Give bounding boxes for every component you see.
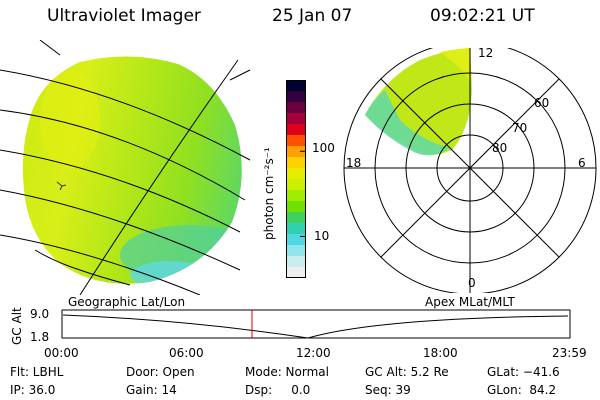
status-dsp: Dsp: 0.0 [245,383,311,397]
colorbar-segment [286,102,306,114]
time-tick-1800: 18:00 [423,346,458,360]
status-seq: Seq: 39 [365,383,411,397]
time-tick-0000: 00:00 [44,346,79,360]
colorbar-segment [286,113,306,125]
colorbar-segment [286,256,306,268]
observation-date: 25 Jan 07 [272,6,353,26]
colorbar-segment [286,157,306,169]
time-tick-1200: 12:00 [296,346,331,360]
polar-lat-label-80: 80 [492,141,508,155]
time-tick-0600: 06:00 [169,346,204,360]
apex-caption: Apex MLat/MLT [425,295,515,309]
status-ip: IP: 36.0 [10,383,56,397]
colorbar-segment [286,80,306,92]
colorbar-segment [286,267,306,278]
colorbar-segment [286,245,306,257]
status-mode: Mode: Normal [245,365,329,379]
polar-mlt-plot [343,48,597,293]
status-flt: Flt: LBHL [10,365,64,379]
polar-mlt-label-6: 6 [578,156,586,170]
colorbar-segment [286,223,306,235]
observation-time: 09:02:21 UT [430,6,535,26]
gc-alt-axis-label: GC Alt [10,307,24,345]
polar-mlt-label-0: 0 [468,276,476,290]
colorbar-segment [286,190,306,202]
polar-lat-label-60: 60 [534,96,550,110]
colorbar-segment [286,201,306,213]
colorbar-segment [286,146,306,158]
gc-alt-max: 9.0 [30,307,50,321]
status-glon: GLon: 84.2 [487,383,557,397]
colorbar-segment [286,234,306,246]
earth-disk-image [0,40,251,295]
status-gain: Gain: 14 [126,383,177,397]
instrument-title: Ultraviolet Imager [47,6,201,26]
geographic-caption: Geographic Lat/Lon [68,295,186,309]
polar-mlt-label-12: 12 [478,46,494,60]
time-tick-2359: 23:59 [552,346,587,360]
colorbar-segment [286,179,306,191]
status-glat: GLat: −41.6 [487,365,560,379]
colorbar-segment [286,124,306,136]
colorbar-segment [286,135,306,147]
gc-alt-min: 1.8 [30,330,50,344]
polar-mlt-label-18: 18 [346,156,362,170]
colorbar-segment [286,212,306,224]
colorbar-border [286,80,306,278]
polar-lat-label-70: 70 [512,121,528,135]
colorbar-tick-10: 10 [314,229,330,243]
colorbar-unit-label: photon cm⁻²s⁻¹ [262,147,276,240]
status-door: Door: Open [126,365,195,379]
colorbar-segment [286,168,306,180]
altitude-timeline [61,309,571,339]
status-gc-alt: GC Alt: 5.2 Re [365,365,449,379]
colorbar-tick-100: 100 [312,141,335,155]
colorbar-segment [286,91,306,103]
colorbar [286,80,306,278]
